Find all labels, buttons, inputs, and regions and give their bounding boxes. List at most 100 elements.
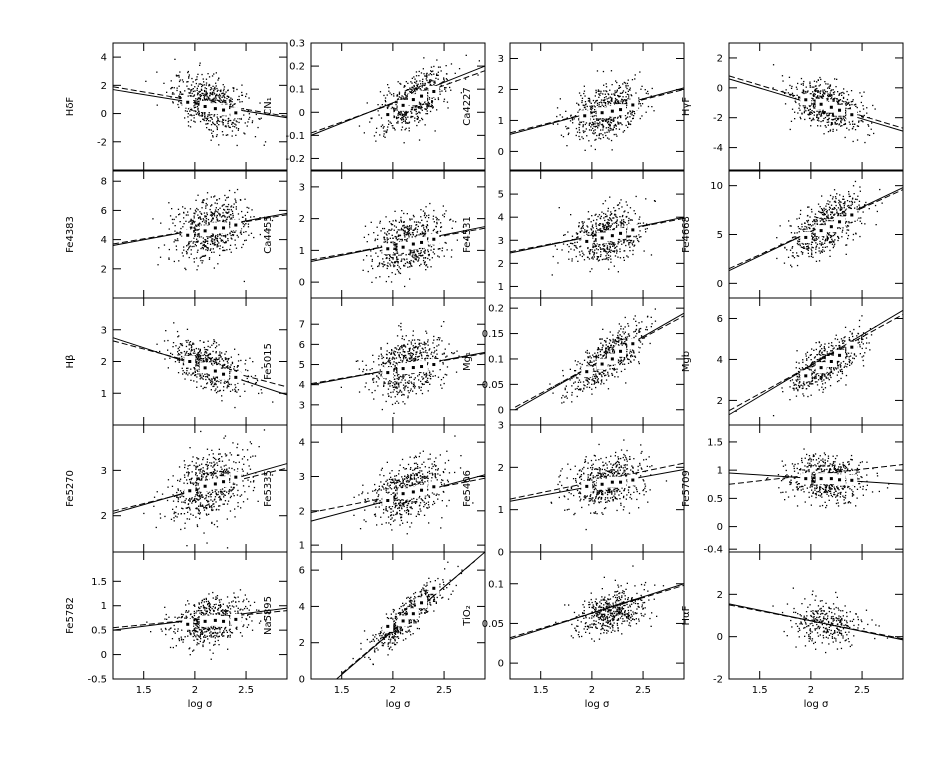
scatter-point [584,101,587,103]
scatter-point [609,125,611,127]
scatter-point [233,231,235,233]
scatter-point [200,212,202,215]
scatter-point [179,213,181,215]
scatter-point [416,234,418,236]
scatter-point [598,104,600,106]
scatter-point [786,249,788,251]
scatter-point [409,262,412,264]
scatter-point [855,105,857,107]
scatter-point [412,86,414,89]
scatter-point [387,253,389,255]
scatter-point [202,237,204,239]
scatter-point [229,104,231,106]
scatter-point [398,113,401,115]
scatter-point [212,235,214,237]
scatter-point [404,121,407,123]
scatter-point [623,81,625,84]
scatter-point [391,224,393,226]
scatter-point [207,114,209,116]
scatter-point [193,101,196,103]
scatter-point [215,94,217,97]
scatter-point [196,105,199,108]
scatter-point [211,235,213,237]
scatter-point [387,106,389,109]
scatter-point [574,241,576,244]
scatter-point [241,210,243,213]
scatter-point [628,235,630,237]
scatter-point [597,249,599,251]
scatter-point [790,87,793,89]
scatter-point [411,77,413,79]
scatter-point [802,84,804,86]
scatter-point [203,219,205,221]
scatter-point [259,118,261,120]
scatter-point [431,97,433,99]
scatter-point [198,217,200,219]
scatter-point [835,116,837,118]
scatter-point [187,70,189,73]
scatter-point [582,252,584,254]
scatter-point [608,250,611,252]
scatter-point [813,86,815,88]
scatter-point [829,94,831,96]
scatter-point [814,93,816,95]
scatter-point [609,127,611,129]
scatter-point [385,233,387,235]
scatter-point [627,236,629,238]
scatter-point [229,244,232,246]
scatter-point [229,218,232,220]
scatter-point [218,93,221,95]
scatter-point [241,101,243,103]
scatter-point [566,128,568,130]
scatter-point [173,93,175,95]
scatter-point [593,118,595,120]
scatter-point [837,102,840,104]
scatter-point [212,135,214,137]
scatter-point [396,94,398,96]
scatter-point [621,206,623,208]
scatter-point [820,120,822,123]
scatter-point [251,209,253,211]
scatter-point [424,230,426,233]
scatter-point [232,212,234,215]
scatter-point [181,235,183,237]
scatter-point [216,127,218,129]
scatter-point [170,87,173,89]
scatter-point [586,105,588,108]
scatter-point [236,121,238,123]
scatter-point [196,240,198,242]
scatter-point [866,107,868,109]
scatter-point [626,240,628,242]
scatter-point [854,180,857,183]
scatter-point [394,273,397,275]
scatter-point [198,111,200,113]
scatter-point [416,112,419,115]
scatter-point [405,112,407,115]
scatter-point [808,114,810,116]
scatter-point [616,81,618,84]
scatter-point [577,232,579,235]
scatter-point [205,84,207,86]
scatter-point [203,212,206,214]
scatter-point [821,112,823,114]
scatter-point [388,276,390,278]
scatter-point [606,131,608,133]
scatter-point [587,211,590,213]
scatter-point [846,90,848,93]
scatter-point [836,78,838,80]
scatter-point [210,220,212,223]
scatter-point [580,121,583,123]
scatter-point [214,86,216,89]
scatter-point [841,103,843,105]
scatter-point [833,245,835,247]
scatter-point [158,247,160,249]
scatter-point [173,87,175,89]
scatter-point [828,94,830,96]
scatter-point [205,119,207,122]
scatter-point [569,120,572,122]
scatter-point [612,243,614,245]
scatter-point [233,88,235,90]
scatter-point [598,137,600,139]
scatter-point [432,218,434,220]
scatter-point [600,133,602,135]
